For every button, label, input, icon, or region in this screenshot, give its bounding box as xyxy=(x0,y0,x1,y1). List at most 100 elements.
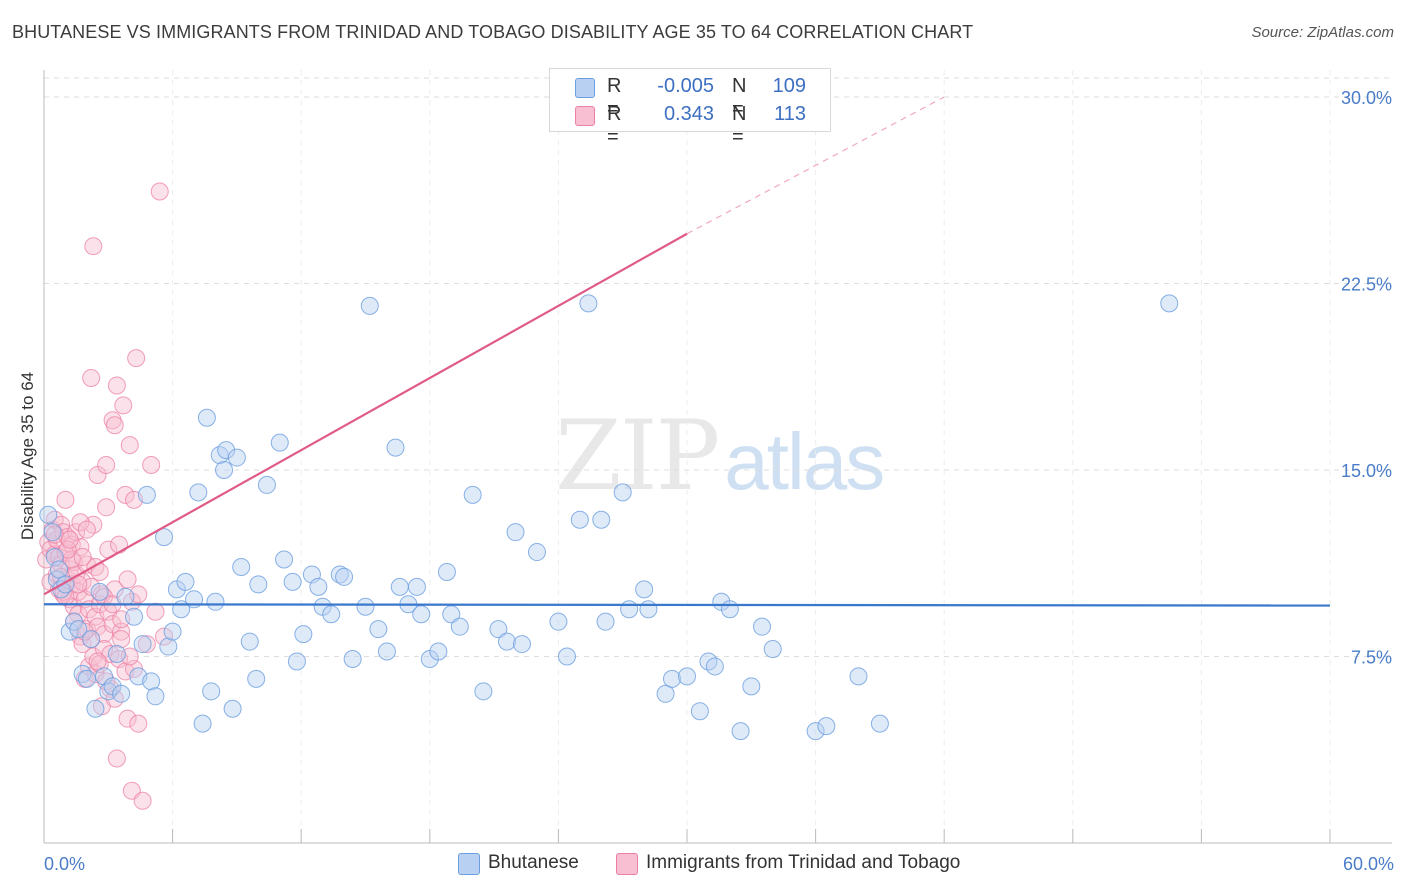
legend-n-label: N = xyxy=(732,103,747,148)
trinidad-point xyxy=(127,349,146,368)
bhutanese-point xyxy=(249,575,268,594)
bhutanese-point xyxy=(189,483,208,502)
trinidad-point xyxy=(146,602,165,621)
bhutanese-point xyxy=(678,667,696,686)
bhutanese-point xyxy=(77,669,96,688)
trinidad-point xyxy=(155,627,174,646)
bhutanese-point xyxy=(86,699,105,718)
bhutanese-point xyxy=(613,483,632,502)
trinidad-trend-extension xyxy=(686,96,945,235)
bhutanese-point xyxy=(817,717,836,736)
bhutanese-point xyxy=(107,645,126,664)
legend-r-label: R = xyxy=(607,103,622,148)
bhutanese-point xyxy=(635,580,654,599)
bhutanese-point xyxy=(176,572,195,591)
bhutanese-point xyxy=(506,523,525,542)
legend-swatch-blue xyxy=(575,78,595,98)
legend-n-label: N = xyxy=(732,75,747,120)
bhutanese-point xyxy=(489,620,508,639)
trinidad-point xyxy=(120,436,139,455)
bottom-legend-swatch-pink xyxy=(616,853,638,875)
bhutanese-point xyxy=(1160,294,1179,313)
trinidad-point xyxy=(118,570,137,589)
bhutanese-point xyxy=(390,577,409,596)
bhutanese-point xyxy=(142,672,161,691)
bhutanese-point xyxy=(407,577,426,596)
bhutanese-point xyxy=(474,682,493,701)
bhutanese-point xyxy=(579,294,598,313)
bhutanese-point xyxy=(247,669,266,688)
bhutanese-point xyxy=(215,461,234,479)
trinidad-point xyxy=(77,520,96,539)
trinidad-point xyxy=(112,622,131,641)
bottom-legend-label: Bhutanese xyxy=(488,852,579,873)
trinidad-point xyxy=(56,490,75,509)
bhutanese-point xyxy=(527,543,546,562)
bhutanese-point xyxy=(43,523,62,542)
bhutanese-point xyxy=(223,699,242,718)
bhutanese-point xyxy=(870,714,889,733)
trinidad-point xyxy=(107,749,126,768)
bhutanese-point xyxy=(557,647,576,666)
bhutanese-point xyxy=(50,560,69,579)
trinidad-point xyxy=(114,396,133,415)
trinidad-point xyxy=(67,523,86,542)
watermark-atlas: atlas xyxy=(724,417,885,506)
bhutanese-point xyxy=(112,684,131,703)
trinidad-point xyxy=(129,714,148,733)
bhutanese-point xyxy=(806,722,825,741)
trinidad-point xyxy=(82,368,101,387)
bhutanese-point xyxy=(849,667,868,686)
bhutanese-point xyxy=(294,625,313,644)
legend-r-value: -0.005 xyxy=(657,75,714,97)
bhutanese-point xyxy=(240,632,259,651)
trend-lines xyxy=(43,96,1331,607)
trinidad-point xyxy=(137,635,156,654)
bhutanese-point xyxy=(287,652,306,671)
bhutanese-point xyxy=(592,510,611,529)
chart-title: BHUTANESE VS IMMIGRANTS FROM TRINIDAD AN… xyxy=(12,22,974,42)
bhutanese-point xyxy=(270,433,289,452)
bhutanese-point xyxy=(193,714,212,733)
trinidad-point xyxy=(88,652,107,671)
source-label: Source: ZipAtlas.com xyxy=(1251,24,1394,41)
trinidad-point xyxy=(105,580,124,599)
bhutanese-point xyxy=(335,567,354,586)
axes xyxy=(43,70,1392,844)
trinidad-point xyxy=(150,182,169,201)
bhutanese-point xyxy=(596,612,615,631)
trinidad-point xyxy=(112,630,131,649)
bhutanese-point xyxy=(377,642,396,661)
bhutanese-point xyxy=(656,684,675,703)
trinidad-point xyxy=(133,791,152,810)
trinidad-point xyxy=(118,709,137,728)
legend-n-value: 113 xyxy=(774,103,806,125)
trinidad-point xyxy=(110,535,129,554)
bhutanese-point xyxy=(386,438,405,457)
bhutanese-point xyxy=(369,620,388,639)
bottom-legend-label: Immigrants from Trinidad and Tobago xyxy=(646,852,961,873)
legend-r-value: 0.343 xyxy=(663,103,714,125)
bhutanese-point xyxy=(343,649,362,668)
trinidad-point xyxy=(105,416,124,435)
bhutanese-point xyxy=(232,557,251,576)
series-bhutanese-points xyxy=(39,294,1179,741)
bhutanese-point xyxy=(90,582,109,601)
bhutanese-point xyxy=(163,622,182,641)
y-tick-label: 15.0% xyxy=(1341,461,1392,481)
trinidad-point xyxy=(71,513,90,532)
y-axis-label: Disability Age 35 to 64 xyxy=(18,372,37,540)
trinidad-point xyxy=(107,376,126,395)
bhutanese-point xyxy=(159,637,178,656)
legend-swatch-pink xyxy=(575,106,595,126)
grid-lines xyxy=(44,70,1392,843)
bhutanese-point xyxy=(463,485,482,504)
trinidad-point xyxy=(97,498,116,517)
bhutanese-point xyxy=(39,505,58,524)
bhutanese-point xyxy=(731,722,750,741)
bhutanese-point xyxy=(690,702,709,721)
bhutanese-point xyxy=(206,592,225,611)
bhutanese-point xyxy=(662,669,681,688)
bhutanese-point xyxy=(570,510,589,529)
